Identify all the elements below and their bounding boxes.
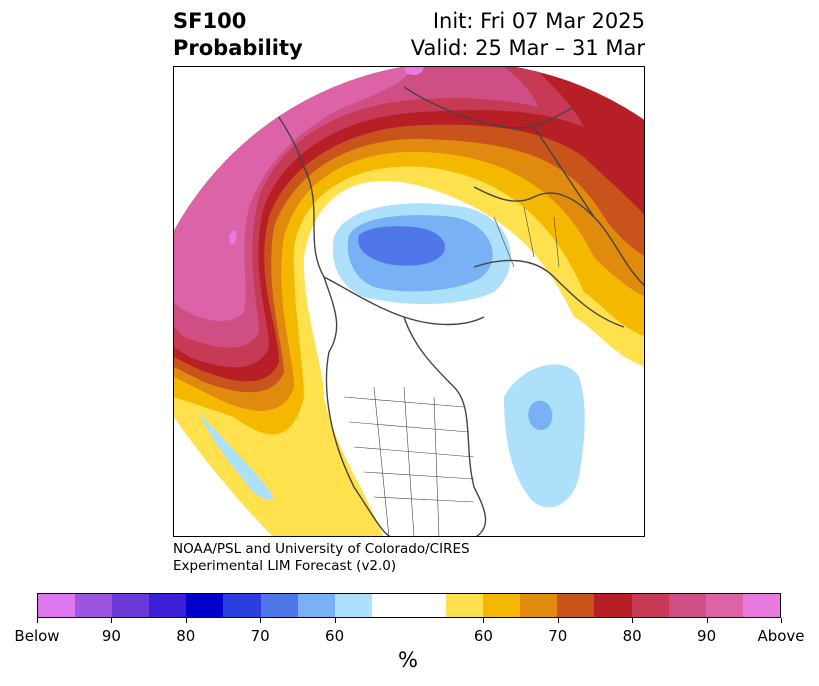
colorbar-segment xyxy=(631,594,669,617)
title-variable: SF100 xyxy=(173,9,247,33)
title-metric: Probability xyxy=(173,36,303,60)
colorbar-tick-label: 90 xyxy=(101,627,121,645)
forecast-map xyxy=(173,66,645,537)
colorbar-tick-label: 80 xyxy=(176,627,196,645)
colorbar-tick-label: 60 xyxy=(325,627,345,645)
credit-line-1: NOAA/PSL and University of Colorado/CIRE… xyxy=(173,541,470,557)
colorbar-unit: % xyxy=(398,648,418,672)
colorbar-tick xyxy=(111,618,112,623)
credit-line-2: Experimental LIM Forecast (v2.0) xyxy=(173,558,397,574)
colorbar-tick-label: Above xyxy=(757,627,805,645)
colorbar-tick xyxy=(260,618,261,623)
colorbar-tick-label: 70 xyxy=(548,627,568,645)
colorbar-segment xyxy=(705,594,743,617)
colorbar-tick xyxy=(707,618,708,623)
init-date: Init: Fri 07 Mar 2025 xyxy=(432,9,645,33)
map-title: SF100 Probability xyxy=(173,8,303,62)
colorbar-tick xyxy=(37,618,38,623)
colorbar-segment xyxy=(557,594,595,617)
colorbar-tick xyxy=(335,618,336,623)
colorbar-segment xyxy=(594,594,632,617)
colorbar-tick-label: Below xyxy=(14,627,60,645)
colorbar-segment xyxy=(223,594,261,617)
coastlines xyxy=(253,86,644,536)
colorbar-segment xyxy=(446,594,484,617)
colorbar-segment xyxy=(186,594,224,617)
forecast-dates: Init: Fri 07 Mar 2025 Valid: 25 Mar – 31… xyxy=(380,8,645,62)
below-60-atlantic xyxy=(504,364,585,508)
colorbar-segment xyxy=(334,594,372,617)
colorbar-tick xyxy=(186,618,187,623)
valid-range: Valid: 25 Mar – 31 Mar xyxy=(410,36,645,60)
colorbar-segment xyxy=(297,594,335,617)
colorbar-segment xyxy=(742,594,780,617)
colorbar-ticks xyxy=(0,618,819,624)
colorbar-segment xyxy=(112,594,150,617)
below-80-arctic xyxy=(358,226,445,266)
probability-field xyxy=(174,67,644,536)
credit-text: NOAA/PSL and University of Colorado/CIRE… xyxy=(173,541,470,575)
colorbar-segment xyxy=(483,594,521,617)
colorbar-tick-label: 70 xyxy=(250,627,270,645)
colorbar-tick-label: 90 xyxy=(697,627,717,645)
colorbar-segment xyxy=(520,594,558,617)
below-70-atlantic xyxy=(528,400,553,431)
colorbar-segment xyxy=(260,594,298,617)
below-60-pacific xyxy=(199,412,274,500)
colorbar-tick xyxy=(483,618,484,623)
colorbar-tick xyxy=(632,618,633,623)
colorbar-segment xyxy=(149,594,187,617)
colorbar-segment xyxy=(38,594,76,617)
colorbar-segment xyxy=(668,594,706,617)
colorbar-segment xyxy=(75,594,113,617)
colorbar-tick xyxy=(781,618,782,623)
colorbar xyxy=(37,593,781,618)
political-borders xyxy=(343,206,560,536)
colorbar-tick-label: 60 xyxy=(473,627,493,645)
colorbar-segment xyxy=(408,594,447,617)
colorbar-segment xyxy=(371,594,409,617)
map-canvas xyxy=(174,67,644,536)
colorbar-labels: Below 90 80 70 60 60 70 80 90 Above xyxy=(0,627,819,647)
colorbar-tick-label: 80 xyxy=(622,627,642,645)
colorbar-tick xyxy=(558,618,559,623)
